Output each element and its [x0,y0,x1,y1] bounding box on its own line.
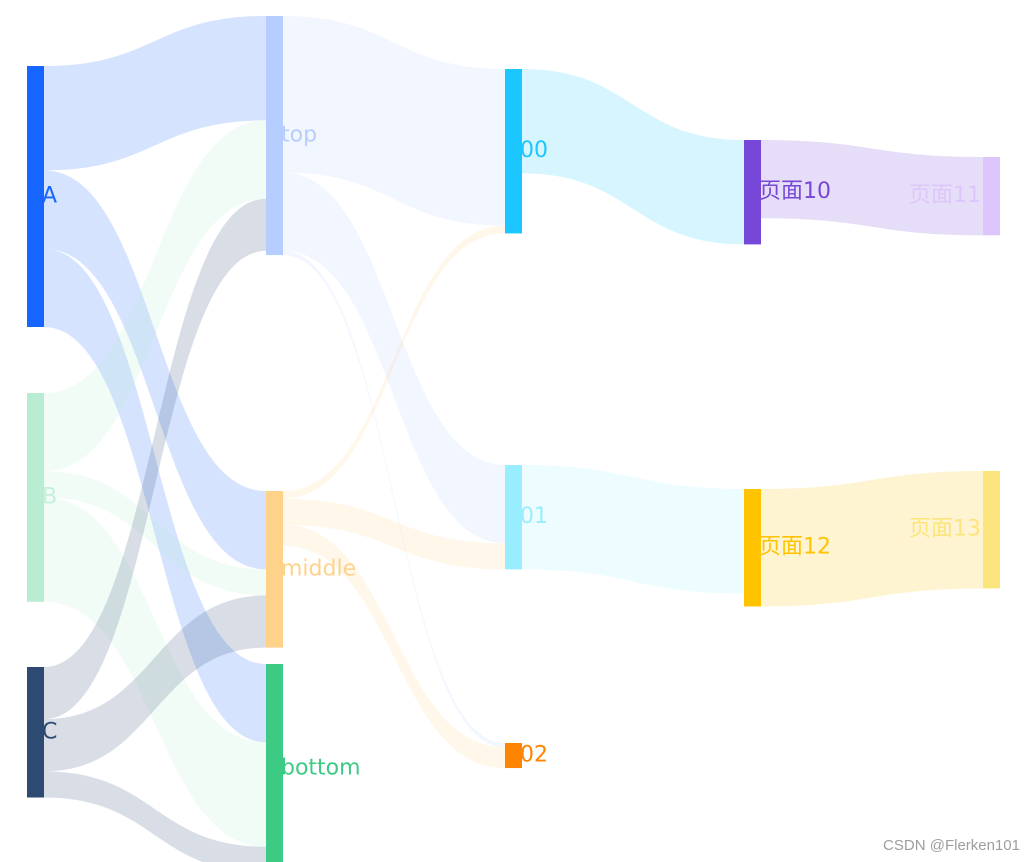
node-00 [505,69,522,234]
link-A-to-top [44,16,266,171]
node-label-A: A [42,184,57,209]
link-middle-to-02 [283,524,505,769]
node-label-p12: 页面12 [759,535,831,560]
link-01-to-p12 [522,465,744,594]
link-middle-to-01 [283,498,505,570]
node-label-middle: middle [281,556,356,581]
node-02 [505,743,522,769]
sankey-nodes [27,16,1000,862]
node-label-00: 00 [520,138,548,163]
node-p11 [983,157,1000,236]
node-middle [266,491,283,648]
node-p10 [744,140,761,245]
node-top [266,16,283,256]
node-p13 [983,471,1000,589]
link-p12-to-p13 [761,471,983,607]
node-label-C: C [42,719,57,744]
link-B-to-top [44,120,266,472]
link-C-to-bottom [44,771,266,862]
node-01 [505,465,522,570]
link-top-to-00 [283,16,505,226]
link-A-to-middle [44,170,266,570]
link-C-to-middle [44,595,266,772]
link-C-to-top [44,198,266,720]
node-label-01: 01 [520,504,548,529]
node-A [27,66,44,327]
node-B [27,393,44,602]
link-B-to-bottom [44,497,266,847]
sankey-links [44,16,983,862]
node-bottom [266,664,283,862]
node-label-B: B [42,484,57,509]
link-p10-to-p11 [761,140,983,236]
link-B-to-middle [44,471,266,596]
node-p12 [744,489,761,607]
node-label-bottom: bottom [281,755,361,780]
link-middle-to-00 [283,225,505,499]
link-00-to-p10 [522,69,744,245]
link-top-to-02 [283,250,505,748]
node-C [27,667,44,798]
link-A-to-bottom [44,248,266,743]
link-top-to-01 [283,172,505,544]
node-label-top: top [281,123,317,148]
node-label-p13: 页面13 [909,517,981,542]
watermark: CSDN @Flerken101 [883,837,1020,854]
node-label-02: 02 [520,743,548,768]
node-label-p10: 页面10 [759,179,831,204]
node-label-p11: 页面11 [909,183,981,208]
